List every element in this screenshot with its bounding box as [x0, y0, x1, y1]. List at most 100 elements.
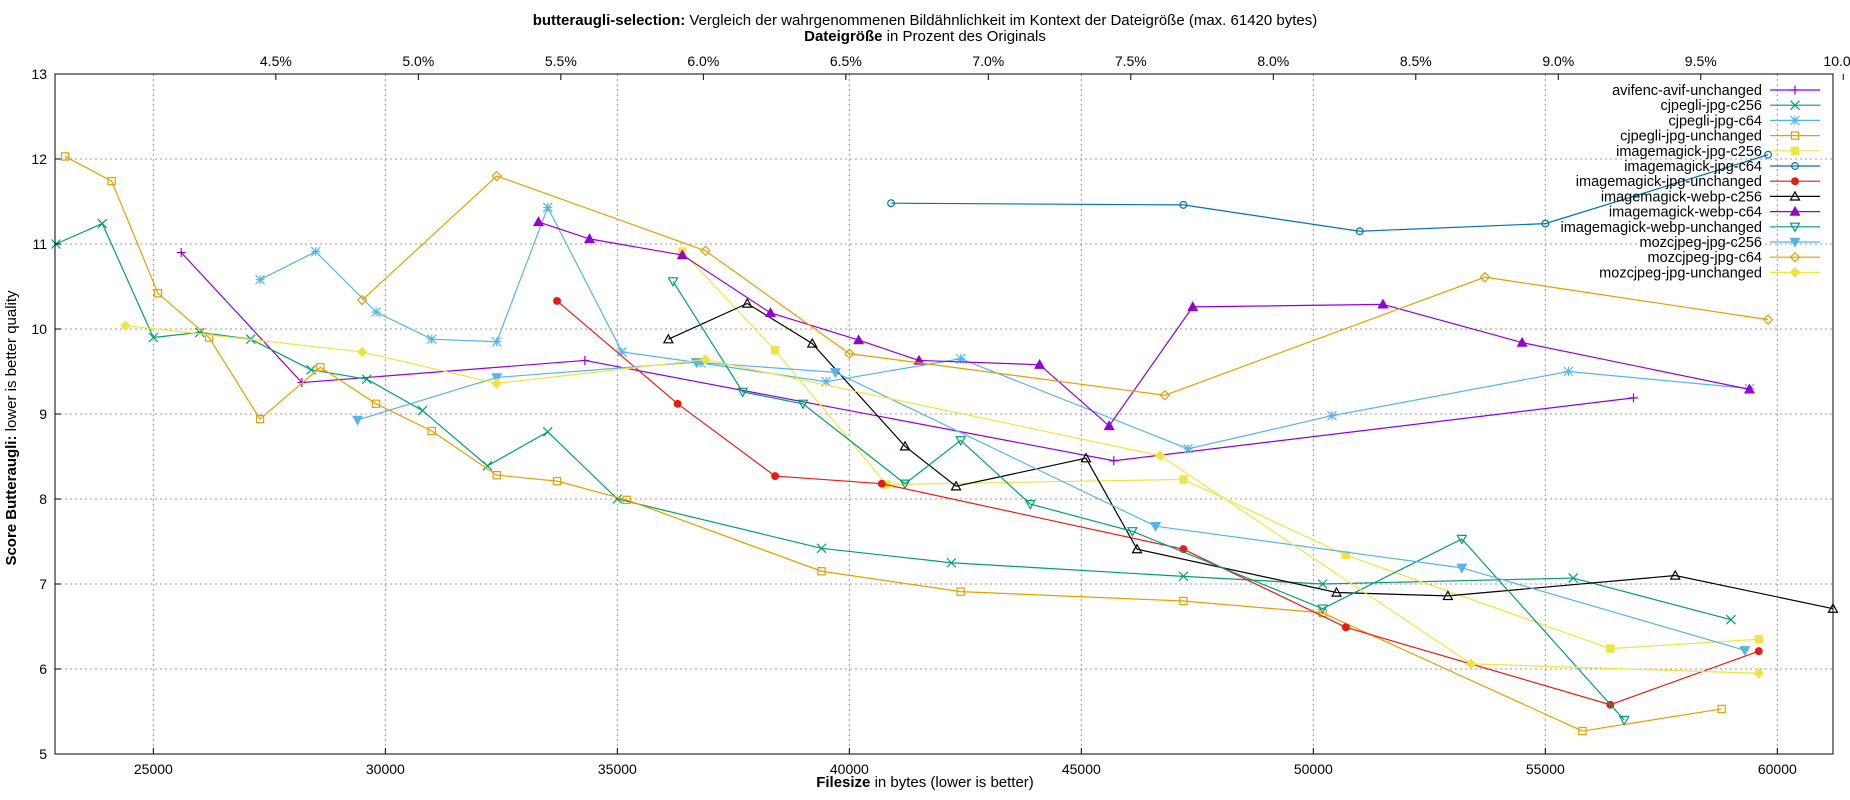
data-point [1456, 534, 1468, 545]
x2-tick-label: 8.0% [1257, 53, 1289, 69]
x-tick-label: 40000 [830, 761, 869, 777]
data-point [1789, 222, 1801, 233]
series-line [55, 222, 1732, 621]
data-point [492, 471, 501, 480]
series-line [672, 281, 1625, 721]
y-tick-label: 12 [31, 151, 47, 167]
data-point [1578, 726, 1587, 736]
data-point [817, 567, 826, 576]
series-cjpegli-jpg-c256 [51, 218, 1736, 625]
legend-entry: imagemagick-webp-c64 [1609, 205, 1820, 221]
series-mozcjpeg-jpg-c256 [352, 357, 1751, 657]
data-point [1762, 314, 1774, 325]
legend-label: imagemagick-webp-unchanged [1560, 220, 1762, 236]
data-point [491, 170, 503, 182]
data-point [1739, 646, 1751, 657]
legend-label: mozcjpeg-jpg-unchanged [1599, 265, 1762, 281]
data-point [1154, 450, 1166, 461]
data-point [427, 426, 436, 436]
series-line [259, 205, 1750, 450]
data-point [1159, 389, 1171, 401]
data-point [771, 472, 780, 481]
data-point [491, 378, 503, 389]
data-point [1618, 715, 1630, 726]
data-point [1516, 336, 1528, 347]
data-point [1126, 527, 1138, 538]
data-point [853, 334, 865, 345]
series-line [538, 221, 1750, 427]
data-point [361, 374, 372, 385]
data-point [580, 355, 590, 365]
x-tick-label: 45000 [1062, 761, 1101, 777]
data-point [1764, 150, 1773, 159]
data-point [553, 296, 562, 305]
data-point [899, 440, 911, 451]
x-tick-label: 25000 [134, 761, 173, 777]
data-point [1791, 177, 1799, 186]
legend-label: mozcjpeg-jpg-c256 [1639, 235, 1762, 251]
data-point [1317, 604, 1329, 615]
x2-axis-label: Dateigröße in Prozent des Originals [804, 28, 1046, 45]
y-tick-label: 7 [39, 576, 47, 592]
series-imagemagick-jpg-c256 [678, 247, 1763, 653]
data-point [741, 297, 753, 308]
x2-tick-label: 7.0% [972, 53, 1004, 69]
data-point [1456, 563, 1468, 574]
series-mozcjpeg-jpg-unchanged [120, 320, 1765, 679]
y-tick-label: 9 [39, 406, 47, 422]
x-axis-label-bold: Filesize [816, 774, 870, 791]
legend-label: imagemagick-jpg-c256 [1616, 144, 1762, 160]
x2-tick-label: 9.0% [1542, 53, 1574, 69]
data-point [770, 346, 780, 355]
data-point [352, 415, 364, 426]
x2-axis-label-rest: in Prozent des Originals [882, 28, 1045, 45]
data-point [194, 327, 205, 338]
data-point [1791, 162, 1799, 170]
data-point [356, 346, 368, 358]
legend-entry: imagemagick-jpg-c64 [1624, 159, 1820, 175]
data-point [316, 363, 325, 372]
series-cjpegli-jpg-unchanged [61, 152, 1726, 736]
legend-label: imagemagick-jpg-unchanged [1576, 174, 1762, 190]
data-point [946, 557, 957, 568]
x-tick-label: 35000 [598, 761, 637, 777]
x-axis-label-rest: in bytes (lower is better) [870, 774, 1033, 791]
chart-title-rest: Vergleich der wahrgenommenen Bildähnlich… [685, 12, 1317, 29]
data-point [1606, 644, 1615, 653]
data-point [1789, 205, 1801, 216]
data-point [1178, 571, 1189, 582]
legend-label: imagemagick-jpg-c64 [1624, 159, 1762, 175]
y-axis-label: Score Butteraugli: lower is better quali… [3, 290, 20, 566]
data-point [1024, 499, 1036, 510]
data-point [1326, 410, 1337, 421]
data-point [1179, 475, 1188, 484]
data-point [950, 480, 962, 491]
x-axis-label: Filesize in bytes (lower is better) [816, 774, 1034, 791]
series-cjpegli-jpg-c64 [255, 202, 1755, 454]
data-point [107, 176, 116, 186]
data-point [1789, 267, 1801, 278]
grid-lines [55, 74, 1833, 754]
data-point [97, 218, 108, 229]
data-point [899, 479, 911, 490]
x2-tick-label: 10.0% [1823, 53, 1850, 69]
data-point [877, 479, 886, 488]
data-point [1317, 579, 1328, 589]
data-point [673, 399, 682, 408]
data-point [1183, 443, 1193, 454]
data-point [542, 202, 553, 213]
data-point [1789, 190, 1801, 201]
y-axis-label-bold: Score Butteraugli: [3, 436, 20, 566]
data-point [764, 307, 776, 318]
x2-tick-label: 5.0% [402, 53, 434, 69]
data-point [1754, 647, 1763, 656]
data-point [1355, 227, 1364, 236]
y-tick-label: 8 [39, 491, 47, 507]
data-point [1150, 522, 1162, 532]
data-point [955, 353, 966, 364]
legend-label: avifenc-avif-unchanged [1612, 83, 1762, 99]
data-point [1034, 358, 1046, 369]
data-point [1754, 635, 1763, 644]
legend-label: imagemagick-webp-c256 [1601, 189, 1762, 205]
data-point [1103, 420, 1115, 431]
